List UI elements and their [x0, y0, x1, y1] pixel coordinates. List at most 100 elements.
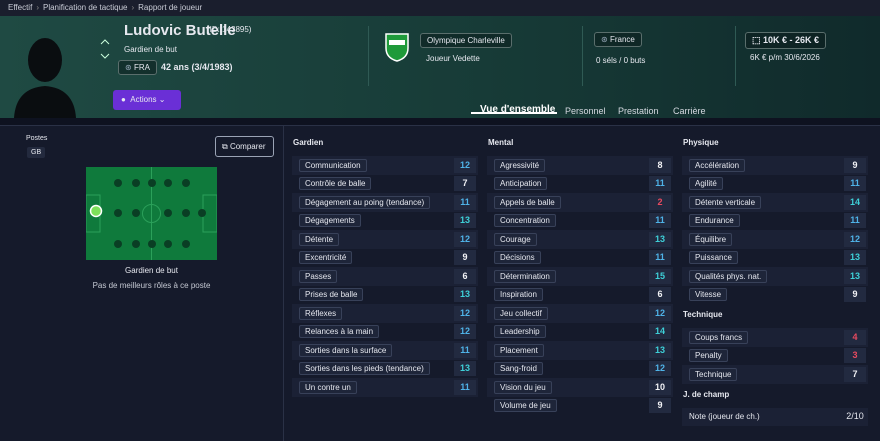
attribute-value: 3	[844, 348, 866, 363]
group-title: J. de champ	[682, 388, 868, 408]
attribute-value: 2/10	[844, 409, 866, 424]
attribute-row: Dégagements 13	[292, 212, 478, 231]
attribute-label: Courage	[494, 233, 537, 246]
overview-panel: Postes GB ⧉ Comparer Gardien de but Pas …	[0, 125, 880, 441]
attribute-value: 8	[649, 158, 671, 173]
attribute-value: 12	[649, 361, 671, 376]
attribute-label: Détermination	[494, 270, 556, 283]
attribute-label: Décisions	[494, 251, 541, 264]
attribute-label: Coups francs	[689, 331, 748, 344]
actions-button[interactable]: ● Actions ⌄	[113, 90, 181, 110]
value-text: 10K € - 26K €	[763, 35, 819, 45]
role: Gardien de but	[86, 266, 217, 275]
compare-label: Comparer	[230, 142, 266, 151]
attribute-value: 14	[844, 195, 866, 210]
contract: 6K € p/m 30/6/2026	[750, 53, 820, 62]
country-name: France	[610, 35, 635, 44]
status: Joueur Vedette	[426, 54, 480, 63]
attribute-row: Leadership14	[487, 323, 673, 342]
attribute-row: Détente verticale14	[682, 193, 868, 212]
group-title: Technique	[682, 308, 868, 328]
attribute-row: Vision du jeu 10	[487, 378, 673, 397]
attribute-label: Sang-froid	[494, 362, 543, 375]
attribute-label: Détente	[299, 233, 339, 246]
breadcrumb-item[interactable]: Rapport de joueur	[138, 3, 202, 12]
attribute-row: Coups francs 4	[682, 328, 868, 347]
compare-button[interactable]: ⧉ Comparer	[215, 136, 274, 157]
pitch	[86, 167, 217, 260]
group-title: Physique	[682, 136, 868, 156]
attribute-value: 13	[454, 213, 476, 228]
attribute-row: Passes6	[292, 267, 478, 286]
attribute-group: J. de champ Note (joueur de ch.) 2/10	[682, 388, 868, 427]
attribute-row: Détermination 15	[487, 267, 673, 286]
attribute-label: Excentricité	[299, 251, 352, 264]
attribute-list: Accélération9Agilité11Détente verticale1…	[682, 156, 868, 304]
attribute-label: Puissance	[689, 251, 738, 264]
attribute-label: Vitesse	[689, 288, 727, 301]
attribute-row: Placement13	[487, 341, 673, 360]
attribute-value: 13	[844, 250, 866, 265]
nav-arrows[interactable]	[100, 38, 110, 62]
attribute-row: Excentricité 9	[292, 249, 478, 268]
attribute-label: Sorties dans la surface	[299, 344, 392, 357]
tab[interactable]: Carrière	[673, 106, 706, 116]
attribute-value: 13	[649, 232, 671, 247]
attribute-value: 12	[454, 324, 476, 339]
attribute-row: Concentration11	[487, 212, 673, 231]
attribute-value: 9	[649, 398, 671, 413]
attribute-row: Qualités phys. nat. 13	[682, 267, 868, 286]
attribute-label: Penalty	[689, 349, 728, 362]
attribute-label: Dégagements	[299, 214, 361, 227]
attribute-value: 10	[649, 380, 671, 395]
attribute-label: Agilité	[689, 177, 723, 190]
actions-label: Actions	[130, 95, 156, 104]
attribute-value: 13	[844, 269, 866, 284]
attribute-row: Puissance 13	[682, 249, 868, 268]
attribute-label: Inspiration	[494, 288, 543, 301]
attribute-value: 12	[844, 232, 866, 247]
attribute-row: Sorties dans la surface 11	[292, 341, 478, 360]
attribute-value: 15	[649, 269, 671, 284]
attribute-value: 12	[649, 306, 671, 321]
attribute-row: Agressivité8	[487, 156, 673, 175]
attribute-label: Vision du jeu	[494, 381, 552, 394]
attribute-row: Endurance11	[682, 212, 868, 231]
attribute-label: Note (joueur de ch.)	[689, 412, 760, 421]
attribute-label: Endurance	[689, 214, 740, 227]
attribute-value: 11	[454, 343, 476, 358]
attribute-value: 14	[649, 324, 671, 339]
attribute-value: 12	[454, 306, 476, 321]
attribute-label: Qualités phys. nat.	[689, 270, 767, 283]
attribute-row: Penalty 3	[682, 347, 868, 366]
attribute-row: Accélération9	[682, 156, 868, 175]
club[interactable]: Olympique Charleville	[420, 33, 512, 48]
attribute-row: Sorties dans les pieds (tendance) 13	[292, 360, 478, 379]
breadcrumb-item[interactable]: Planification de tactique	[43, 3, 128, 12]
attribute-value: 11	[454, 195, 476, 210]
attribute-row: Vitesse9	[682, 286, 868, 305]
attribute-row: Jeu collectif12	[487, 304, 673, 323]
attribute-row: Inspiration6	[487, 286, 673, 305]
attribute-value: 2	[649, 195, 671, 210]
attribute-list: Note (joueur de ch.) 2/10	[682, 408, 868, 427]
attribute-row: Décisions11	[487, 249, 673, 268]
attribute-value: 13	[454, 361, 476, 376]
attribute-label: Communication	[299, 159, 367, 172]
attribute-row: Courage 13	[487, 230, 673, 249]
attribute-group: TechniqueCoups francs4Penalty3Technique7	[682, 308, 868, 384]
club-logo	[384, 32, 410, 62]
attribute-value: 9	[454, 250, 476, 265]
attribute-label: Placement	[494, 344, 544, 357]
attribute-value: 7	[844, 367, 866, 382]
tab[interactable]: Personnel	[565, 106, 606, 116]
attribute-label: Sorties dans les pieds (tendance)	[299, 362, 430, 375]
player-position: Gardien de but	[124, 45, 177, 54]
attribute-value: 4	[844, 330, 866, 345]
tab[interactable]: Prestation	[618, 106, 659, 116]
attribute-label: Prises de balle	[299, 288, 363, 301]
attribute-value: 11	[649, 213, 671, 228]
country[interactable]: ⊛ France	[594, 32, 642, 47]
breadcrumb-item[interactable]: Effectif	[8, 3, 32, 12]
